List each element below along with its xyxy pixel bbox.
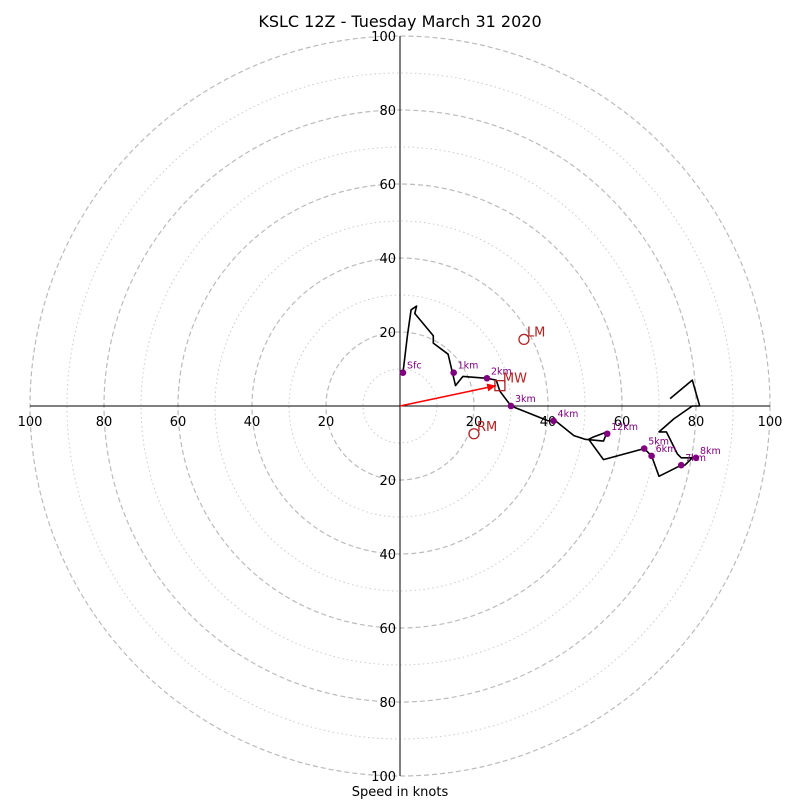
height-point-label: 12km bbox=[611, 422, 638, 433]
storm-motion-marker bbox=[518, 333, 530, 346]
x-tick-label: 20 bbox=[466, 415, 483, 430]
vector-line bbox=[399, 384, 497, 407]
x-tick-label: 20 bbox=[318, 415, 335, 430]
height-point bbox=[692, 454, 700, 462]
y-tick-label: 60 bbox=[379, 622, 396, 637]
x-tick-label: 60 bbox=[614, 415, 631, 430]
y-tick-label: 100 bbox=[371, 770, 396, 785]
y-tick-label: 60 bbox=[379, 178, 396, 193]
height-point-label: 1km bbox=[458, 361, 479, 372]
height-point-label: 4km bbox=[558, 409, 579, 420]
tick-labels: 100 80 60 40 20 20 40 60 80 100100806040202040608… bbox=[18, 30, 783, 785]
motion-marker-label: LM bbox=[527, 325, 545, 340]
y-tick-label: 40 bbox=[379, 548, 396, 563]
x-axis-label: Speed in knots bbox=[352, 785, 449, 800]
x-tick-label: 100 bbox=[18, 415, 43, 430]
y-tick-label: 80 bbox=[379, 696, 396, 711]
motion-marker-label: MW bbox=[503, 372, 527, 387]
height-point bbox=[399, 369, 407, 377]
y-tick-label: 20 bbox=[379, 326, 396, 341]
height-point-label: 2km bbox=[491, 366, 512, 377]
height-point-label: 6km bbox=[656, 444, 677, 455]
motion-marker-label: RM bbox=[477, 420, 497, 435]
storm-motion-markers: LM MW RM bbox=[468, 325, 545, 440]
height-point-label: 5km bbox=[648, 437, 669, 448]
height-point-label: 3km bbox=[515, 394, 536, 405]
vector-arrowhead bbox=[486, 383, 497, 392]
mean-wind-marker bbox=[494, 379, 506, 392]
height-point-label: 8km bbox=[700, 446, 721, 457]
height-point bbox=[550, 417, 557, 425]
height-point bbox=[677, 461, 685, 469]
x-tick-label: 60 bbox=[170, 415, 187, 430]
height-point bbox=[640, 445, 648, 452]
x-tick-label: 80 bbox=[688, 415, 705, 430]
y-tick-label: 100 bbox=[371, 30, 396, 45]
y-tick-label: 40 bbox=[379, 252, 396, 267]
x-tick-label: 40 bbox=[244, 415, 261, 430]
height-points: Sfc1km2km3km4km12km5km6km7km8km bbox=[399, 361, 721, 469]
chart-title: KSLC 12Z - Tuesday March 31 2020 bbox=[258, 12, 541, 31]
height-point bbox=[483, 374, 491, 382]
y-tick-label: 20 bbox=[379, 474, 396, 489]
x-tick-label: 100 bbox=[758, 415, 783, 430]
height-point bbox=[507, 402, 515, 410]
x-tick-label: 80 bbox=[96, 415, 113, 430]
storm-motion-vector bbox=[399, 383, 497, 407]
height-point bbox=[648, 452, 655, 460]
height-point-label: Sfc bbox=[407, 361, 422, 372]
storm-motion-marker bbox=[468, 428, 480, 440]
height-point bbox=[450, 369, 457, 377]
height-point bbox=[603, 430, 611, 438]
y-tick-label: 80 bbox=[379, 104, 396, 119]
